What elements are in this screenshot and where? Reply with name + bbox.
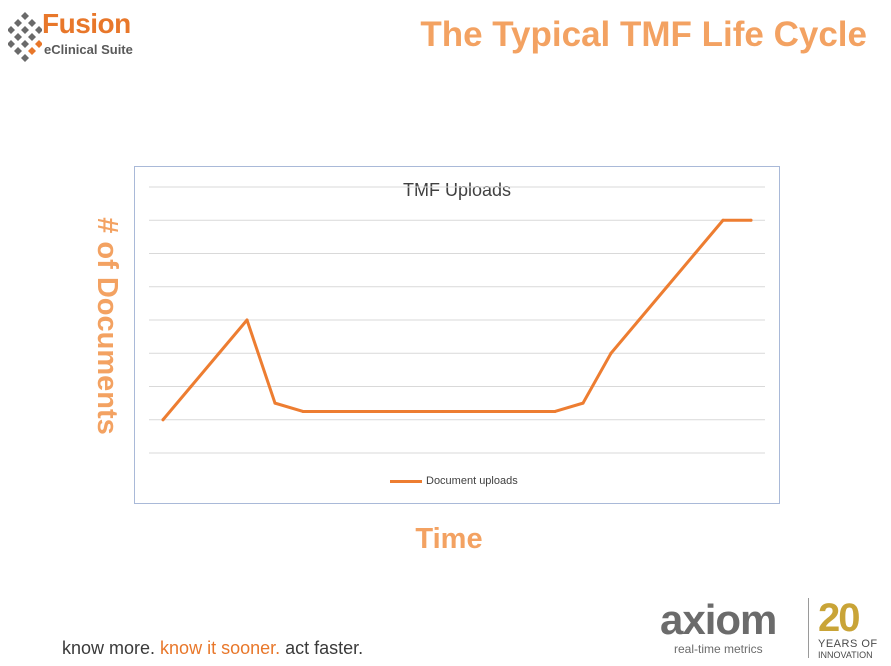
legend-label: Document uploads (426, 475, 518, 487)
data-point (497, 409, 501, 413)
data-point (525, 409, 529, 413)
data-point (749, 218, 753, 222)
fusion-wordmark: Fusion (42, 8, 131, 39)
chart-frame: TMF Uploads Document uploads (134, 166, 780, 504)
data-point (665, 285, 669, 289)
data-point (189, 385, 193, 388)
series-line-document-uploads (161, 218, 753, 422)
data-point (609, 351, 613, 355)
anniversary-line-1: YEARS OF (818, 638, 878, 650)
data-point (161, 418, 165, 422)
data-point (637, 318, 641, 322)
y-axis-title: # of Documents (91, 217, 123, 435)
axiom-logo: axiom real-time metrics 20 YEARS OF INNO… (660, 596, 882, 662)
data-point (441, 409, 445, 413)
data-point (693, 252, 697, 255)
legend-swatch (390, 480, 422, 483)
anniversary-number: 20 (818, 596, 860, 640)
x-axis-title: Time (415, 523, 483, 555)
data-point (385, 409, 389, 413)
anniversary-line-2: INNOVATION (818, 650, 873, 660)
data-point (301, 409, 305, 413)
axiom-wordmark: axiom (660, 596, 777, 643)
data-point (721, 218, 725, 222)
axiom-tagline: real-time metrics (674, 642, 763, 656)
data-point (357, 409, 361, 413)
chart-plot (149, 186, 765, 454)
data-point (581, 401, 585, 405)
data-point (273, 401, 277, 405)
data-point (469, 409, 473, 413)
tagline: know more. know it sooner. act faster. (62, 636, 363, 660)
data-point (329, 409, 333, 413)
data-point (413, 409, 417, 413)
axiom-divider (808, 598, 809, 658)
fusion-subtitle: eClinical Suite (44, 42, 133, 57)
data-point (217, 351, 221, 355)
chart-title: TMF Uploads (402, 180, 512, 200)
tagline-part-1: know more. (62, 638, 161, 658)
fusion-logo: Fusion eClinical Suite (8, 6, 148, 66)
slide-title: The Typical TMF Life Cycle (420, 15, 867, 54)
data-point (245, 318, 249, 322)
tagline-part-3: act faster. (280, 638, 364, 658)
diamond-grid-icon (8, 12, 42, 62)
data-point (553, 409, 557, 413)
tagline-part-2: know it sooner. (160, 638, 281, 658)
